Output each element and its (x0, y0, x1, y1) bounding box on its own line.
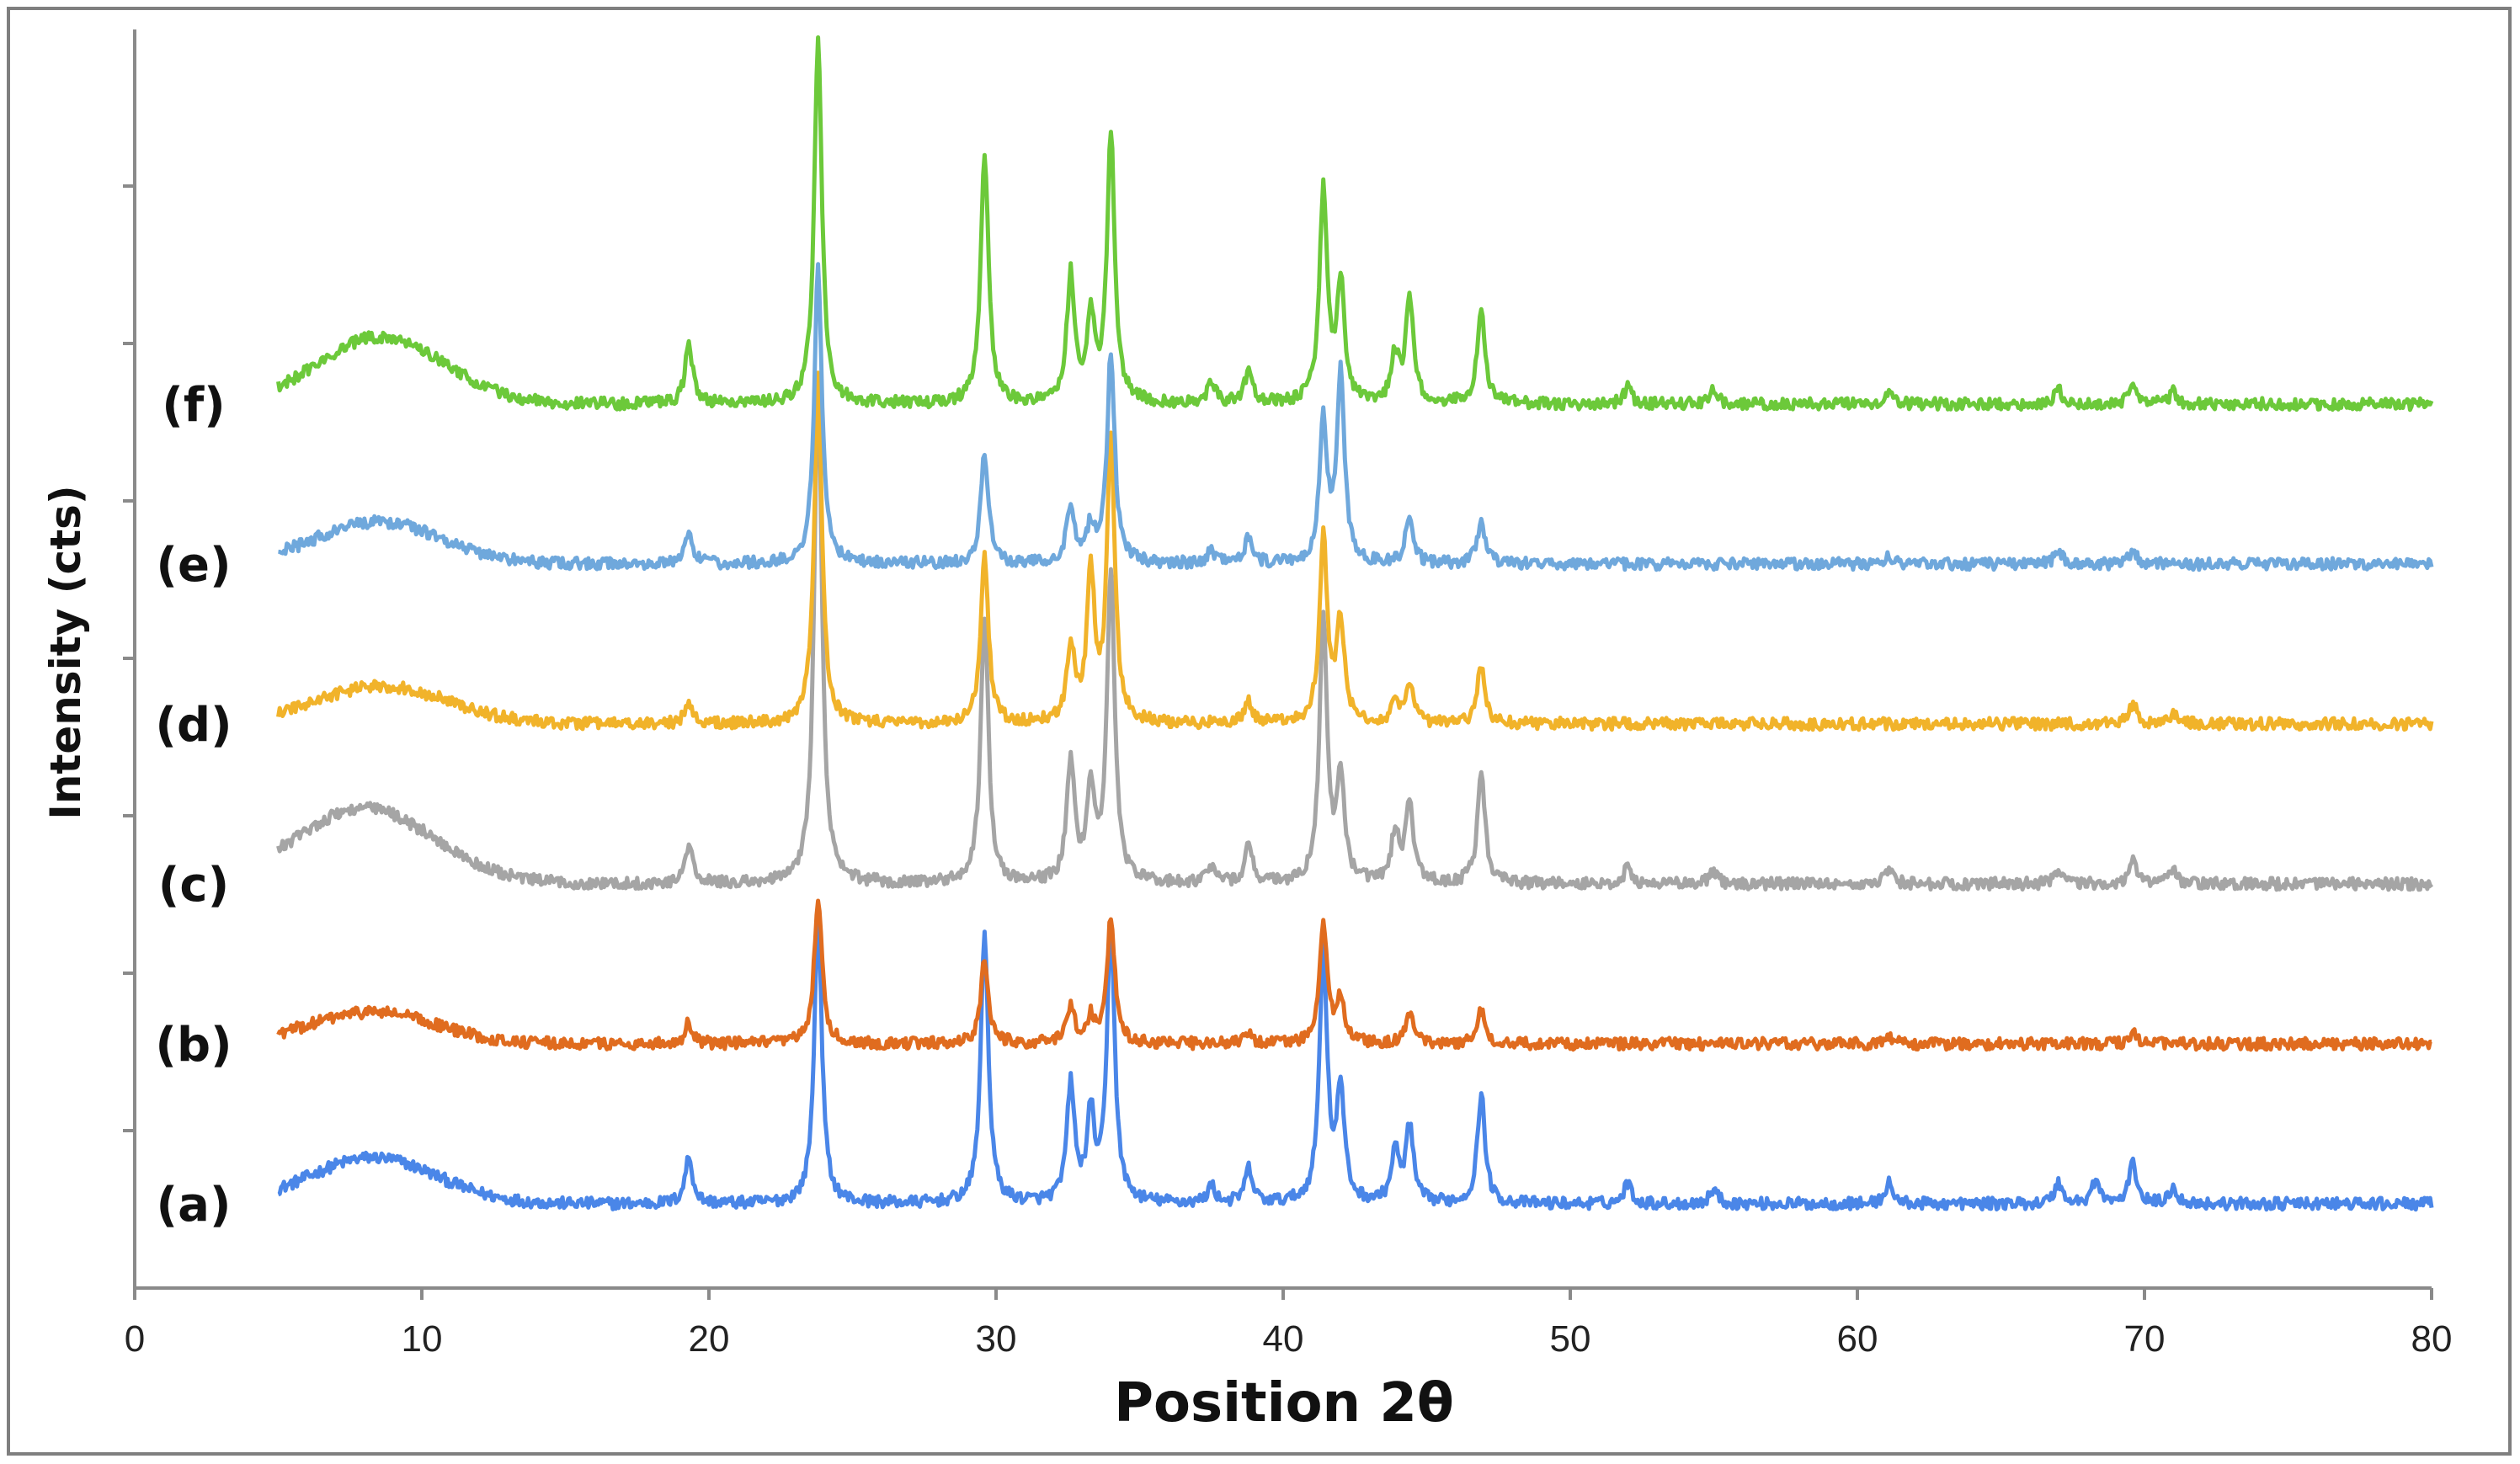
x-ticks: 0 10 20 30 40 50 60 70 80 (125, 1288, 2453, 1360)
series-group (276, 35, 2434, 1212)
y-axis-title: Intensity (cts) (41, 485, 90, 819)
series-label-4: (e) (156, 538, 231, 593)
series-label-3: (d) (155, 698, 232, 753)
x-axis-title: Position 2θ (1114, 1372, 1454, 1435)
x-tick-label: 60 (1837, 1318, 1878, 1360)
chart-frame (7, 7, 2512, 1456)
series-label-5: (f) (162, 378, 226, 433)
x-tick-label: 50 (1550, 1318, 1591, 1360)
series-line-4 (277, 262, 2434, 572)
series-line-5 (276, 35, 2434, 413)
x-tick-label: 10 (402, 1318, 443, 1360)
x-tick-label: 70 (2124, 1318, 2166, 1360)
series-line-3 (276, 370, 2434, 732)
x-tick-label: 40 (1263, 1318, 1304, 1360)
series-line-0 (277, 918, 2434, 1212)
x-tick-label: 80 (2411, 1318, 2453, 1360)
x-tick-label: 0 (125, 1318, 145, 1360)
x-tick-label: 30 (976, 1318, 1017, 1360)
axes (133, 29, 2432, 1290)
series-label-1: (b) (155, 1018, 232, 1073)
series-line-1 (276, 898, 2432, 1052)
series-labels: (a) (b) (c) (d) (e) (f) (155, 378, 232, 1232)
y-ticks (123, 184, 135, 1132)
series-label-2: (c) (158, 858, 229, 913)
series-line-2 (276, 381, 2434, 892)
x-tick-label: 20 (689, 1318, 730, 1360)
series-label-0: (a) (157, 1178, 232, 1232)
